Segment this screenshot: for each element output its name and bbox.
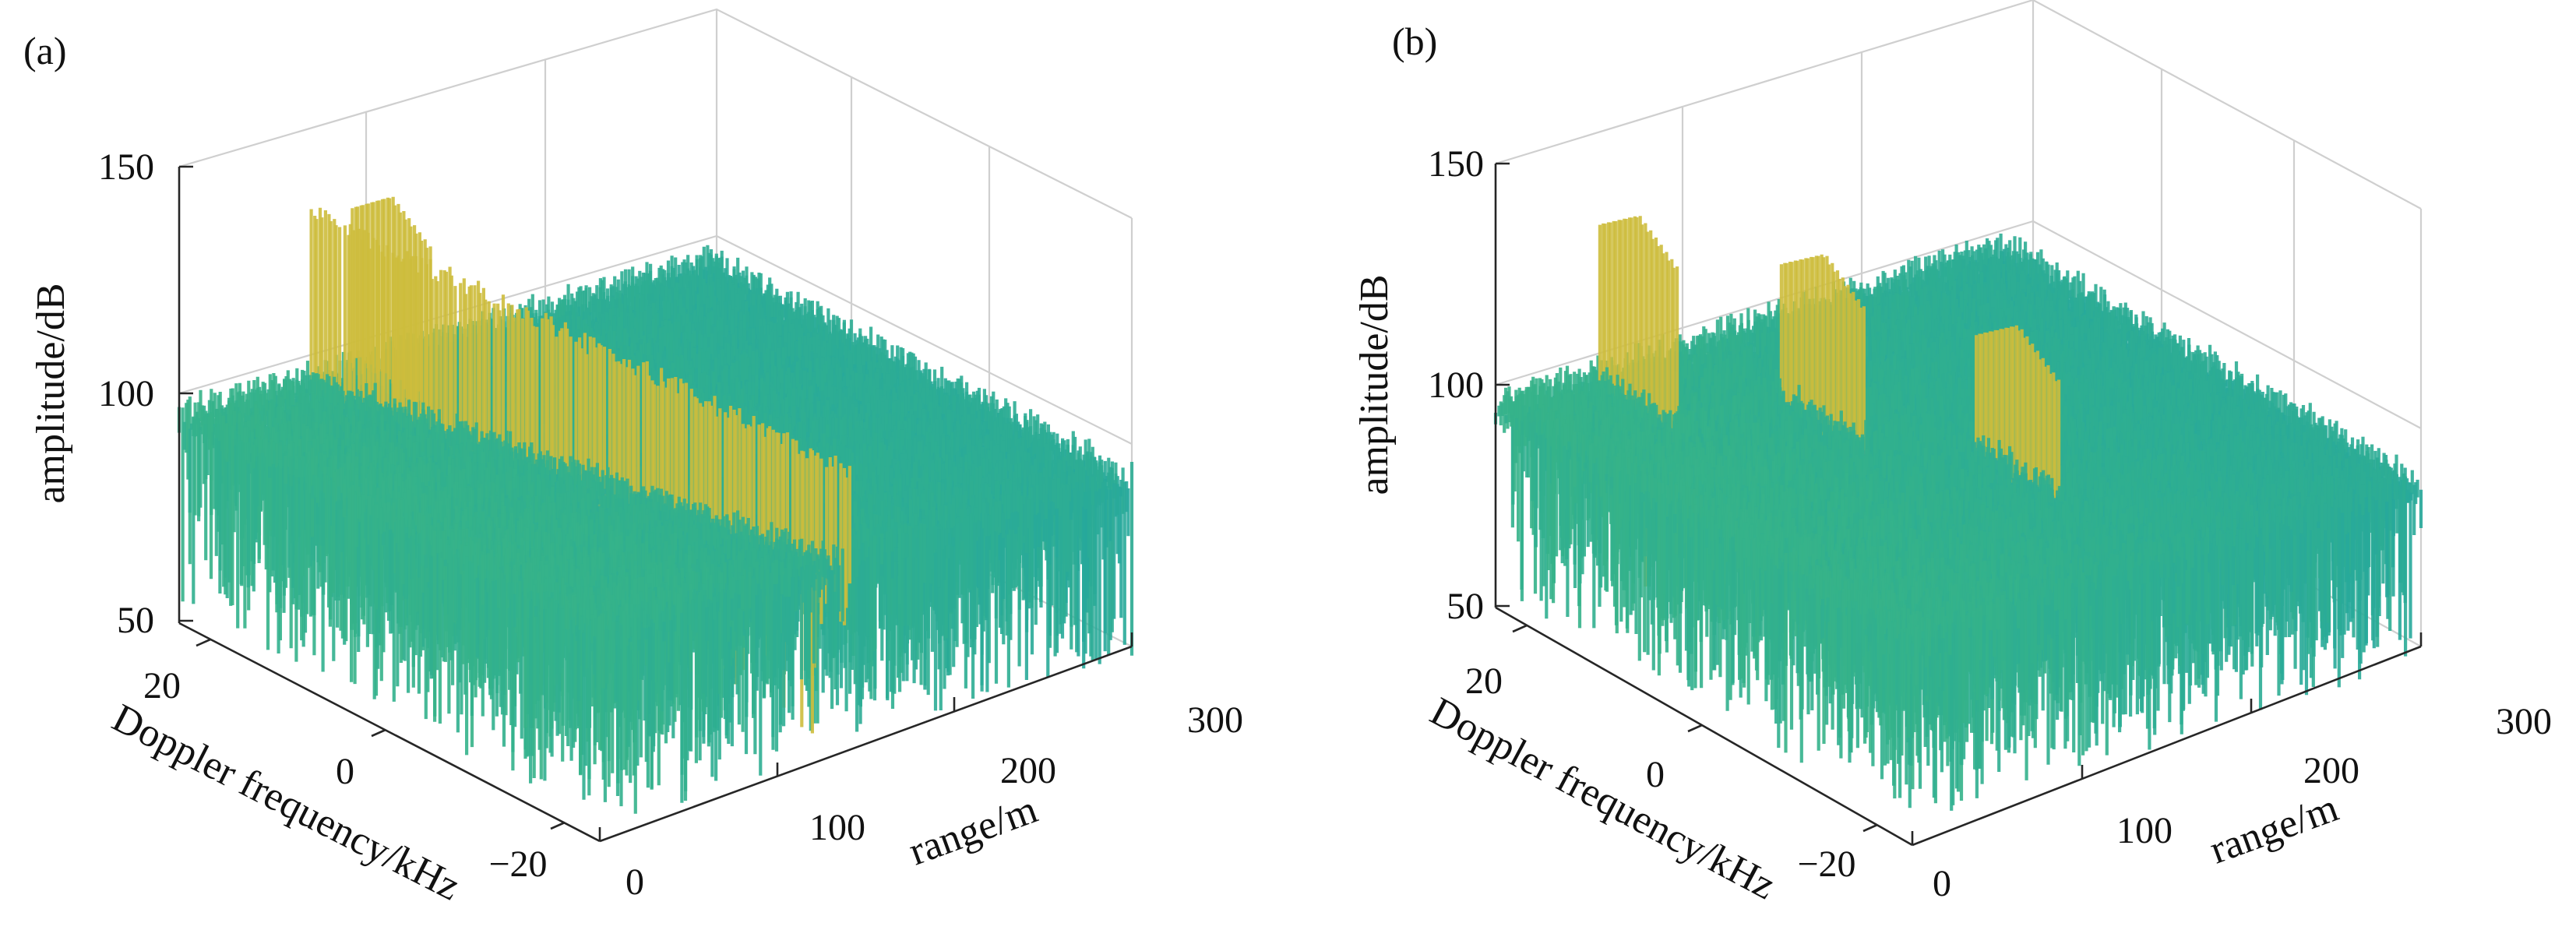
surface-a bbox=[177, 196, 1134, 814]
back-wall-grid-100 bbox=[716, 235, 1133, 445]
chart-a-svg: (a) 150 100 50 amplitude/dB 20 0 −20 Dop… bbox=[23, 8, 1243, 909]
chart-panel-a: (a) 150 100 50 amplitude/dB 20 0 −20 Dop… bbox=[0, 0, 1285, 937]
